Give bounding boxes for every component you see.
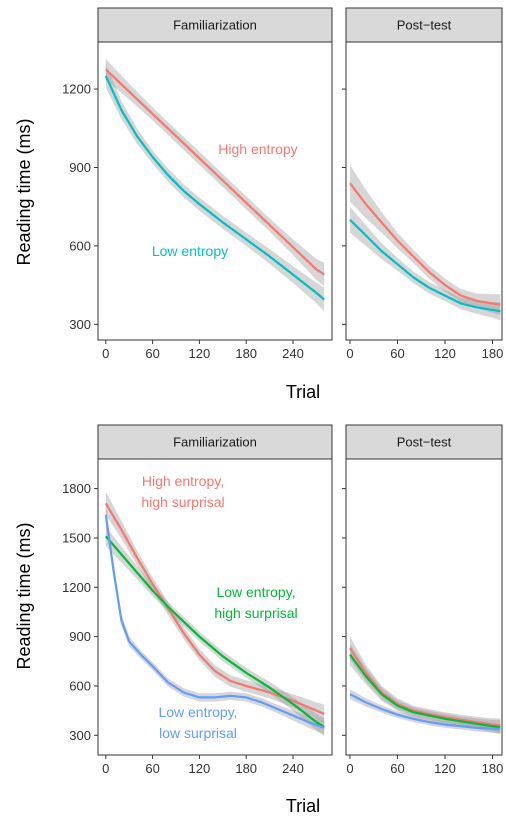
panel-border bbox=[97, 41, 333, 341]
chart-1: Reading time (ms) Trial Familiarization … bbox=[14, 7, 504, 402]
y-tick-label: 1500 bbox=[62, 530, 91, 545]
x-tick-label: 180 bbox=[482, 346, 504, 361]
chart-1-panel-post-test: Post−test 0 60 120 180 bbox=[342, 7, 504, 361]
series-label-low-entropy-low-surprisal: Low entropy, low surprisal bbox=[158, 704, 237, 741]
series-line-high-entropy bbox=[349, 182, 501, 306]
series-line-low-entropy-high-surprisal bbox=[104, 535, 325, 728]
x-tick-label: 60 bbox=[145, 346, 159, 361]
panel-title: Post−test bbox=[397, 18, 452, 33]
y-tick-label: 900 bbox=[69, 629, 91, 644]
panel-strip bbox=[345, 424, 503, 460]
plot-area: 300 600 900 1200 0 60 120 180 240 High entropy Low… bbox=[62, 59, 325, 361]
x-tick-label: 120 bbox=[189, 761, 211, 776]
confidence-band-low-entropy-high-surprisal bbox=[105, 526, 325, 737]
panel-title: Post−test bbox=[397, 435, 452, 450]
series-line-low-entropy-low-surprisal bbox=[349, 693, 501, 731]
chart-2-x-axis-title: Trial bbox=[286, 796, 320, 816]
x-tick-label: 240 bbox=[282, 346, 304, 361]
x-tick-label: 240 bbox=[282, 761, 304, 776]
y-tick-label: 600 bbox=[69, 678, 91, 693]
panel-border bbox=[97, 458, 333, 756]
series-line-low-entropy bbox=[104, 75, 325, 301]
chart-2: Reading time (ms) Trial Familiarization … bbox=[14, 424, 504, 816]
chart-2-panel-post-test: Post−test 0 60 120 180 bbox=[342, 424, 504, 776]
y-tick-label: 300 bbox=[69, 728, 91, 743]
y-tick-label: 1800 bbox=[62, 481, 91, 496]
x-tick-label: 120 bbox=[189, 346, 211, 361]
series-line-high-entropy bbox=[105, 68, 325, 276]
confidence-band-low-entropy bbox=[105, 64, 325, 312]
y-tick-label: 1200 bbox=[62, 580, 91, 595]
confidence-band-high-entropy bbox=[350, 164, 501, 316]
x-tick-label: 60 bbox=[390, 761, 404, 776]
series-line-low-entropy-low-surprisal bbox=[104, 514, 325, 729]
series-label-low-entropy: Low entropy bbox=[152, 243, 228, 259]
chart-1-panel-familiarization: Familiarization 300 600 900 1200 0 60 120 180 24… bbox=[62, 7, 333, 361]
x-tick-label: 120 bbox=[434, 346, 456, 361]
plot-area: 0 60 120 180 bbox=[342, 488, 504, 776]
panel-title: Familiarization bbox=[173, 435, 257, 450]
y-tick-label: 600 bbox=[69, 238, 91, 253]
x-tick-label: 180 bbox=[482, 761, 504, 776]
chart-2-panel-familiarization: Familiarization 300 600 900 1200 1500 1800 0 60… bbox=[62, 424, 333, 776]
series-line-low-entropy bbox=[349, 219, 501, 313]
x-tick-label: 0 bbox=[102, 761, 109, 776]
x-tick-label: 60 bbox=[390, 346, 404, 361]
x-tick-label: 120 bbox=[434, 761, 456, 776]
panel-strip bbox=[345, 7, 503, 43]
x-tick-label: 180 bbox=[235, 761, 257, 776]
y-tick-label: 900 bbox=[69, 160, 91, 175]
x-tick-label: 0 bbox=[346, 346, 353, 361]
chart-1-x-axis-title: Trial bbox=[286, 382, 320, 402]
panel-border bbox=[345, 41, 503, 341]
confidence-band-low-entropy-low-surprisal bbox=[105, 505, 325, 735]
x-tick-label: 180 bbox=[235, 346, 257, 361]
series-label-low-entropy-high-surprisal: Low entropy, high surprisal bbox=[214, 584, 297, 621]
confidence-band-high-entropy-high-surprisal bbox=[105, 491, 325, 723]
x-tick-label: 60 bbox=[145, 761, 159, 776]
chart-2-y-axis-title: Reading time (ms) bbox=[14, 522, 34, 669]
x-tick-label: 0 bbox=[346, 761, 353, 776]
y-tick-label: 1200 bbox=[62, 82, 91, 97]
series-label-high-entropy: High entropy bbox=[218, 141, 297, 157]
chart-1-y-axis-title: Reading time (ms) bbox=[14, 118, 34, 265]
plot-area: 300 600 900 1200 1500 1800 0 60 120 180 240 High en… bbox=[62, 473, 325, 776]
series-line-low-entropy-high-surprisal bbox=[349, 654, 501, 729]
y-tick-label: 300 bbox=[69, 317, 91, 332]
panel-border bbox=[345, 458, 503, 756]
panel-title: Familiarization bbox=[173, 18, 257, 33]
series-line-high-entropy-high-surprisal bbox=[104, 502, 325, 715]
panel-strip bbox=[97, 424, 333, 460]
series-label-high-entropy-high-surprisal: High entropy, high surprisal bbox=[141, 473, 224, 510]
panel-strip bbox=[97, 7, 333, 43]
x-tick-label: 0 bbox=[102, 346, 109, 361]
series-line-high-entropy-high-surprisal bbox=[349, 647, 501, 727]
plot-area: 0 60 120 180 bbox=[342, 88, 504, 361]
